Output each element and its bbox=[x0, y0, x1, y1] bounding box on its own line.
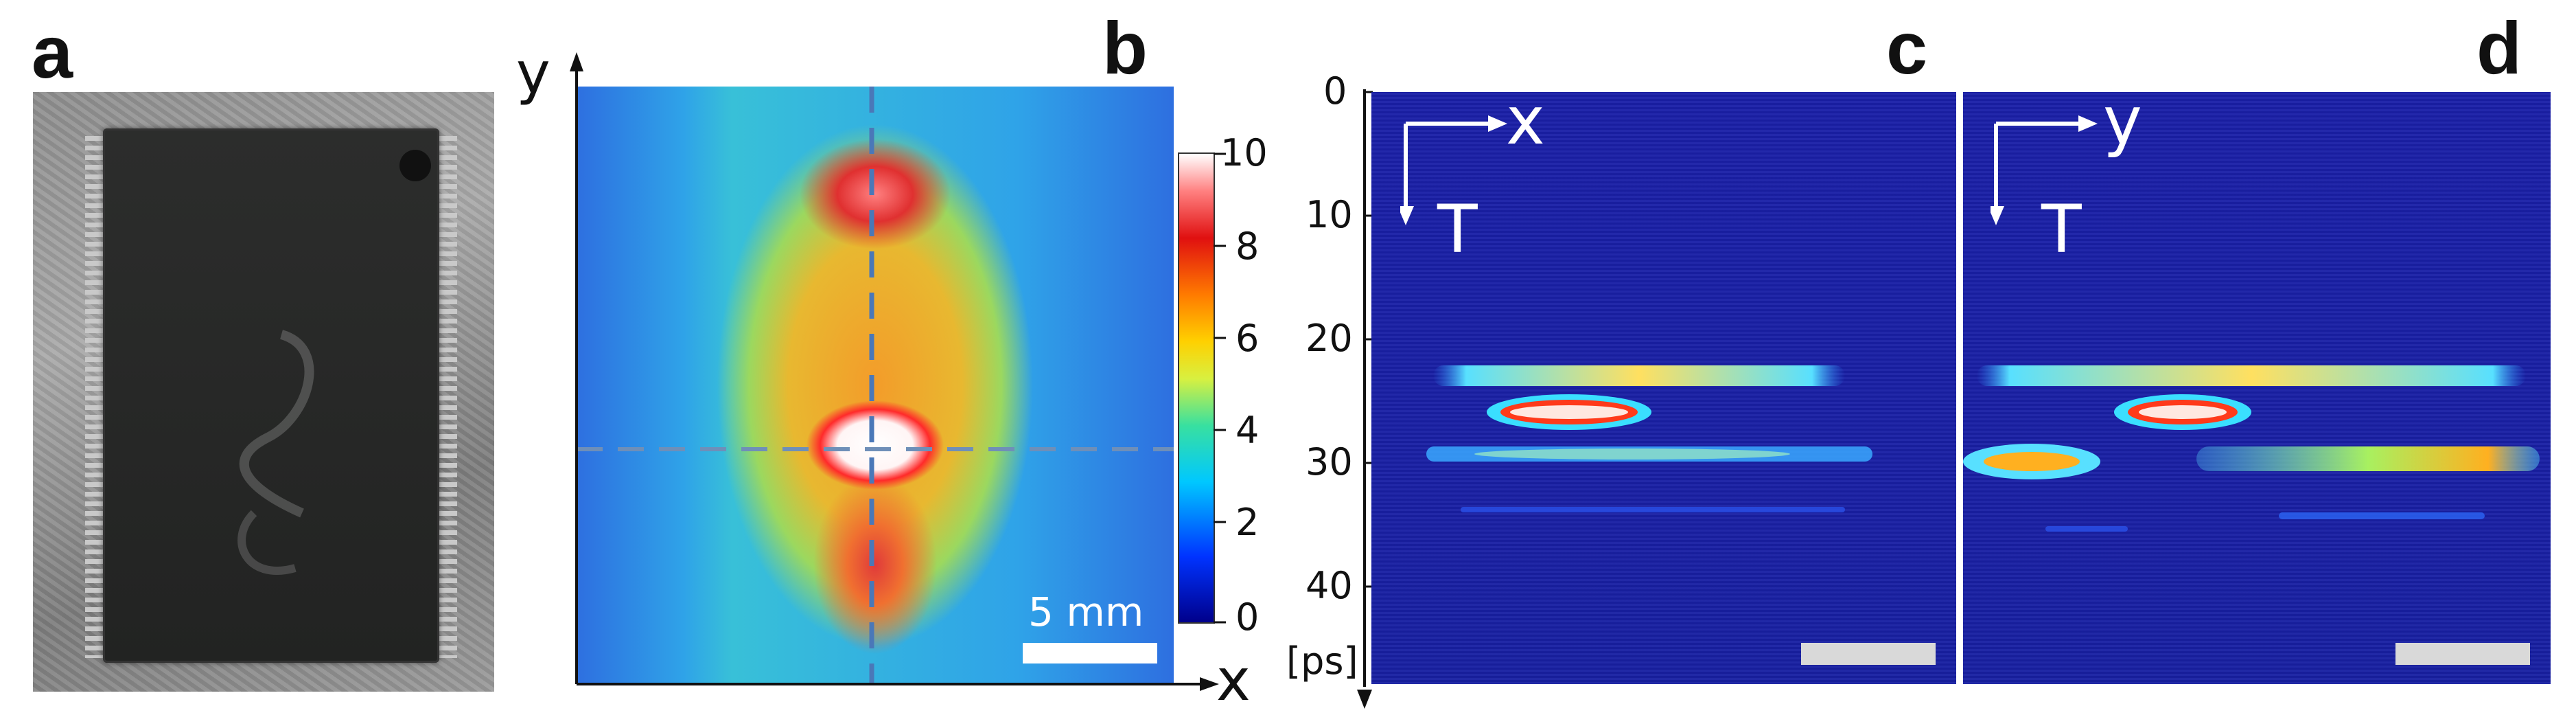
panel-label-c: c bbox=[1886, 6, 1928, 89]
panel-c-inset-arrows bbox=[1400, 115, 1507, 225]
panel-d-axis-label-t: T bbox=[2041, 191, 2082, 268]
panel-d-image bbox=[1963, 92, 2551, 684]
panel-d-scale-bar bbox=[2395, 643, 2530, 665]
crosshair-lines bbox=[577, 87, 1174, 684]
heatmap-image bbox=[577, 87, 1174, 684]
panel-label-b: b bbox=[1102, 6, 1148, 89]
time-tick-0: 0 bbox=[1323, 69, 1347, 113]
panel-b-axes bbox=[570, 52, 1219, 691]
axis-label-x: x bbox=[1216, 646, 1251, 714]
chip-pins-left bbox=[85, 136, 103, 658]
colorbar-tick-0: 0 bbox=[1235, 595, 1260, 639]
panel-d-inset-arrows bbox=[1991, 115, 2098, 225]
scale-bar-label: 5 mm bbox=[1028, 589, 1144, 635]
colorbar-tick-10: 10 bbox=[1220, 131, 1268, 174]
panel-label-d: d bbox=[2476, 6, 2522, 89]
chip-pins-right bbox=[439, 136, 457, 658]
time-tick-10: 10 bbox=[1306, 193, 1353, 236]
panel-c-scale-bar bbox=[1801, 643, 1936, 665]
colorbar bbox=[1178, 152, 1215, 624]
panel-c-axis-label-x: x bbox=[1506, 82, 1545, 159]
chip-body bbox=[103, 128, 439, 663]
time-tick-40: 40 bbox=[1306, 564, 1353, 607]
time-tick-30: 30 bbox=[1306, 440, 1353, 484]
pin1-marker bbox=[399, 150, 431, 181]
panel-c-signals bbox=[1426, 365, 1872, 512]
chip-surface-marks bbox=[237, 330, 314, 575]
colorbar-tick-6: 6 bbox=[1235, 317, 1260, 360]
time-unit-label: [ps] bbox=[1286, 639, 1358, 683]
colorbar-tick-4: 4 bbox=[1235, 409, 1260, 452]
panel-c-image bbox=[1371, 92, 1956, 684]
panel-divider bbox=[1956, 92, 1963, 684]
scale-bar bbox=[1023, 643, 1157, 663]
colorbar-tick-marks bbox=[1214, 152, 1226, 624]
colorbar-tick-8: 8 bbox=[1235, 225, 1260, 268]
panel-label-a: a bbox=[32, 10, 73, 93]
axis-label-y: y bbox=[516, 39, 550, 106]
time-tick-20: 20 bbox=[1306, 317, 1353, 360]
panel-d-axis-label-y: y bbox=[2103, 82, 2142, 159]
panel-c-axis-label-t: T bbox=[1437, 191, 1478, 268]
panel-d-signals bbox=[1963, 365, 2540, 532]
colorbar-tick-2: 2 bbox=[1235, 501, 1260, 544]
